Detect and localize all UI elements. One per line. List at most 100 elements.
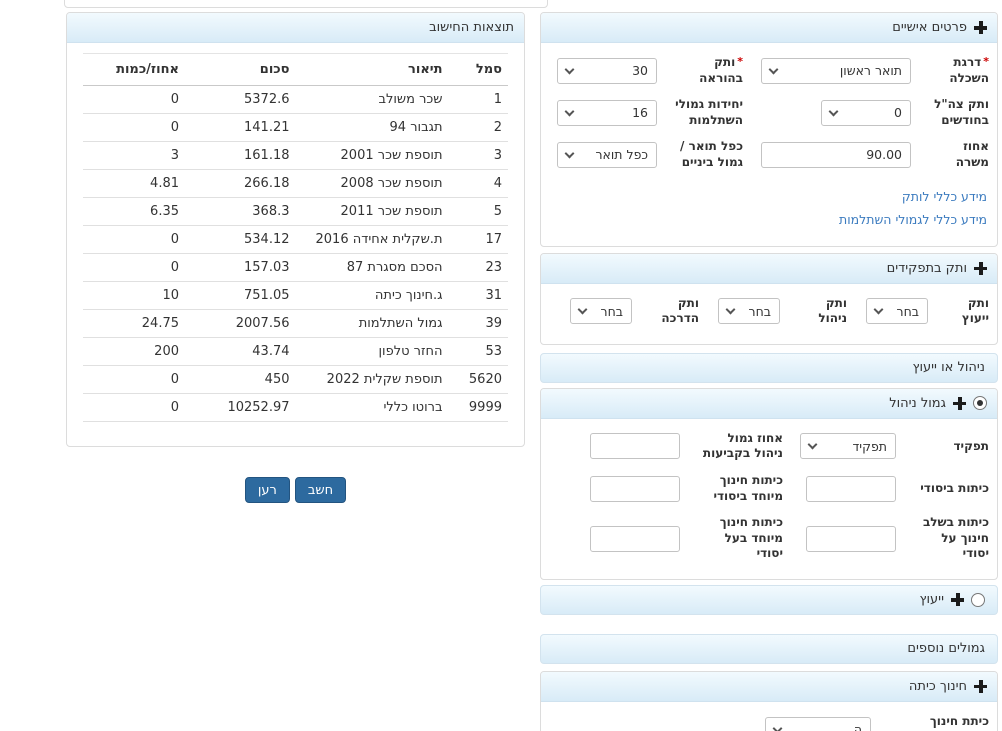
teaching-seniority-select[interactable]: 30 [557, 57, 657, 84]
cell-pct: 0 [83, 85, 185, 114]
cell-desc: שכר משולב [295, 85, 449, 114]
plus-icon[interactable] [953, 396, 966, 410]
cell-amount: 157.03 [185, 253, 296, 282]
cell-pct: 0 [83, 225, 185, 254]
homeroom-panel: חינוך כיתה כיתת חינוך (תוספת חינוך) ה [540, 670, 998, 731]
cell-code: 3 [448, 141, 508, 170]
col-header-amount: סכום [185, 53, 296, 86]
calculate-button[interactable]: חשב [294, 477, 347, 503]
management-seniority-select[interactable]: בחר [718, 298, 780, 325]
management-or-counsel-header: ניהול או ייעוץ [540, 352, 998, 383]
cell-amount: 751.05 [185, 281, 296, 310]
cell-desc: ג.חינוך כיתה [295, 281, 449, 310]
chevron-down-icon [564, 148, 575, 159]
cell-pct: 10 [83, 281, 185, 310]
special-post-elementary-classes-input[interactable] [590, 525, 680, 552]
chevron-down-icon [807, 439, 818, 450]
plus-icon[interactable] [951, 593, 964, 607]
management-reward-panel: גמול ניהול תפקיד תפקיד אחוז גמול ניהול ב… [540, 387, 998, 580]
chevron-down-icon [768, 64, 779, 75]
training-units-select[interactable]: 16 [557, 99, 657, 126]
guidance-seniority-select[interactable]: בחר [570, 298, 632, 325]
cell-amount: 43.74 [185, 337, 296, 366]
table-row: 2 תגבור 94 141.21 0 [83, 113, 508, 142]
cell-amount: 450 [185, 365, 296, 394]
army-seniority-select[interactable]: 0 [821, 99, 911, 126]
cell-desc: ת.שקלית אחידה 2016 [295, 225, 449, 254]
results-title: תוצאות החישוב [429, 20, 514, 35]
special-elementary-classes-input[interactable] [590, 475, 680, 502]
results-header: תוצאות החישוב [67, 13, 524, 43]
cell-code: 5620 [448, 365, 508, 394]
cell-pct: 4.81 [83, 169, 185, 198]
management-reward-header[interactable]: גמול ניהול [541, 388, 997, 419]
cell-code: 17 [448, 225, 508, 254]
buttons-row: חשב רען [66, 477, 525, 503]
cell-pct: 24.75 [83, 309, 185, 338]
cell-amount: 368.3 [185, 197, 296, 226]
roles-seniority-panel: ותק בתפקידים ותק ייעוץ בחר ותק ניהול בחר… [540, 252, 998, 345]
counsel-radio[interactable] [971, 592, 985, 607]
cell-pct: 0 [83, 393, 185, 422]
training-rewards-info-link[interactable]: מידע כללי לגמולי השתלמות [839, 211, 987, 227]
table-row: 23 הסכם מסגרת 87 157.03 0 [83, 253, 508, 282]
chevron-down-icon [725, 304, 736, 315]
counsel-seniority-select[interactable]: בחר [866, 298, 928, 325]
management-reward-title: גמול ניהול [889, 395, 946, 411]
cell-desc: תוספת שכר 2001 [295, 141, 449, 170]
col-header-pct: אחוז/כמות [83, 53, 185, 86]
homeroom-header[interactable]: חינוך כיתה [541, 671, 997, 702]
double-degree-label: כפל תואר / גמול ביניים [680, 139, 743, 169]
counsel-header[interactable]: ייעוץ [540, 584, 998, 615]
elementary-classes-input[interactable] [806, 475, 896, 502]
chevron-down-icon [564, 106, 575, 117]
double-degree-select[interactable]: כפל תואר [557, 141, 657, 168]
table-row: 4 תוספת שכר 2008 266.18 4.81 [83, 169, 508, 198]
education-level-select[interactable]: תואר ראשון [761, 57, 911, 84]
plus-icon[interactable] [974, 261, 987, 275]
seniority-info-link[interactable]: מידע כללי לותק [901, 188, 987, 204]
cell-amount: 534.12 [185, 225, 296, 254]
special-elementary-classes-label: כיתות חינוך מיוחד ביסודי [713, 472, 783, 503]
cell-desc: תוספת שקלית 2022 [295, 365, 449, 394]
cell-desc: תוספת שכר 2008 [295, 169, 449, 198]
results-body: סמל תיאור סכום אחוז/כמות 1 שכר משולב 537… [67, 43, 524, 422]
position-percent-input[interactable] [761, 141, 911, 168]
management-percent-input[interactable] [590, 433, 680, 460]
post-elementary-classes-input[interactable] [806, 525, 896, 552]
cell-amount: 5372.6 [185, 85, 296, 114]
chevron-down-icon [828, 106, 839, 117]
chevron-down-icon [873, 304, 884, 315]
homeroom-class-label: כיתת חינוך (תוספת חינוך) [909, 713, 989, 731]
chevron-down-icon [772, 723, 783, 731]
cell-pct: 0 [83, 113, 185, 142]
role-label: תפקיד [953, 438, 989, 453]
cell-amount: 266.18 [185, 169, 296, 198]
cell-amount: 141.21 [185, 113, 296, 142]
elementary-classes-label: כיתות ביסודי [920, 480, 989, 495]
results-panel: תוצאות החישוב סמל תיאור סכום אחוז/כמות [66, 12, 525, 447]
cell-pct: 0 [83, 365, 185, 394]
plus-icon[interactable] [974, 21, 987, 34]
extra-rewards-header: גמולים נוספים [540, 633, 998, 664]
cell-pct: 3 [83, 141, 185, 170]
table-row: 5620 תוספת שקלית 2022 450 0 [83, 365, 508, 394]
refresh-button[interactable]: רען [244, 477, 290, 503]
cell-desc: גמול השתלמות [295, 309, 449, 338]
role-select[interactable]: תפקיד [800, 433, 896, 460]
cell-code: 5 [448, 197, 508, 226]
results-table: סמל תיאור סכום אחוז/כמות 1 שכר משולב 537… [83, 53, 508, 422]
management-radio[interactable] [973, 396, 987, 411]
table-row: 9999 ברוטו כללי 10252.97 0 [83, 393, 508, 422]
roles-seniority-header[interactable]: ותק בתפקידים [541, 253, 997, 284]
plus-icon[interactable] [974, 679, 987, 693]
cell-desc: החזר טלפון [295, 337, 449, 366]
management-percent-label: אחוז גמול ניהול בקביעות [702, 430, 783, 461]
special-post-elementary-classes-label: כיתות חינוך מיוחד בעל יסודי [719, 515, 783, 561]
counsel-title: ייעוץ [919, 592, 944, 608]
cell-desc: ברוטו כללי [295, 393, 449, 422]
chevron-down-icon [577, 304, 588, 315]
personal-details-header[interactable]: פרטים אישיים [541, 13, 997, 43]
homeroom-class-select[interactable]: ה [765, 716, 871, 731]
